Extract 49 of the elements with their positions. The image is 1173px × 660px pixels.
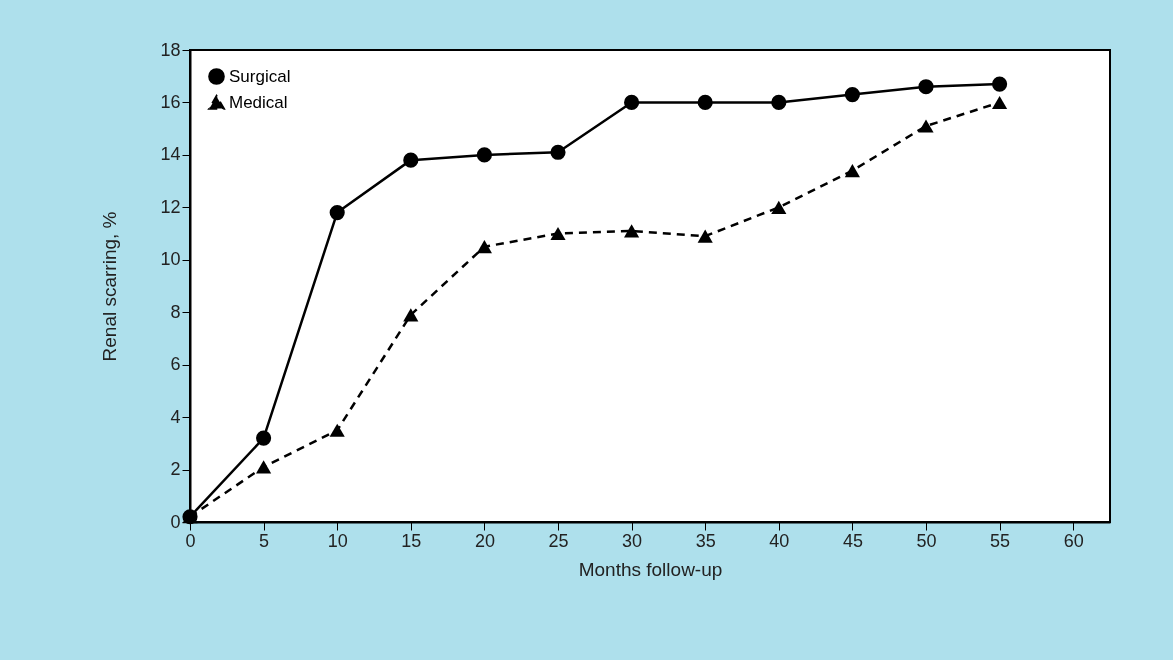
y-tick-label: 12 [160,196,181,217]
point [550,226,566,241]
x-tick-label: 45 [842,530,863,551]
point [918,79,934,95]
point [476,240,492,254]
legend-label: Medical [229,92,288,112]
point [844,164,860,178]
x-tick-label: 40 [769,530,790,551]
y-tick-label: 4 [170,406,181,427]
point [844,87,860,103]
point [256,430,272,446]
point [992,76,1008,92]
x-tick-label: 55 [990,530,1011,551]
point [992,95,1008,110]
x-tick-label: 10 [327,530,348,551]
point [403,308,419,322]
x-tick-label: 50 [916,530,937,551]
x-tick-label: 15 [401,530,422,551]
y-tick-label: 10 [160,249,181,270]
y-tick-label: 16 [160,91,181,112]
point [697,94,713,111]
point [329,423,345,437]
x-tick-label: 0 [185,530,196,551]
point [918,119,934,133]
point [403,152,419,168]
point [771,200,787,214]
point [771,94,787,111]
y-tick-label: 18 [160,39,181,60]
y-tick-label: 6 [170,354,181,375]
x-tick-label: 30 [622,530,643,551]
point [256,460,272,474]
point [624,224,640,238]
x-tick-label: 5 [259,530,270,551]
x-tick-label: 20 [474,530,495,551]
y-tick-label: 2 [170,459,181,480]
y-tick-label: 0 [170,511,181,532]
point [697,229,713,243]
point [329,205,345,221]
y-tick-label: 8 [170,301,181,322]
x-tick-label: 60 [1063,530,1084,551]
point [550,144,566,160]
y-tick-label: 14 [160,144,181,165]
x-tick-label: 25 [548,530,569,551]
x-tick-label: 35 [695,530,716,551]
x-axis-title: Months follow-up [578,558,723,580]
point [624,94,640,111]
point [476,147,492,163]
legend-label: Surgical [229,66,291,86]
y-axis-title: Renal scarring, % [99,211,121,362]
